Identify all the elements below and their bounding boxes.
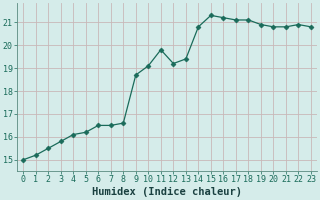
X-axis label: Humidex (Indice chaleur): Humidex (Indice chaleur) [92, 187, 242, 197]
